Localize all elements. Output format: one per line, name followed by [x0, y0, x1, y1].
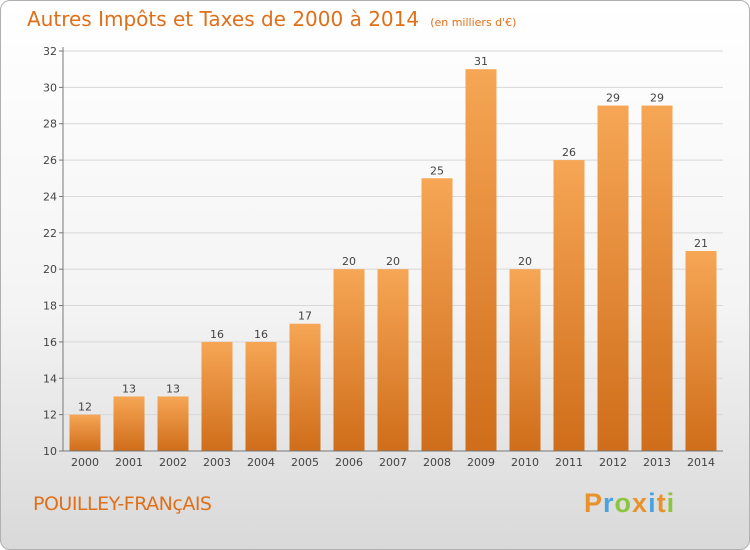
axes: 10 12 14 16 18 20 22 24 26 28 30 32 2000 2001 2002 2003…: [43, 45, 723, 469]
y-tick-label: 16: [43, 336, 57, 349]
chart-title: Autres Impôts et Taxes de 2000 à 2014 (e…: [27, 7, 516, 31]
x-tick-label: 2003: [203, 456, 231, 469]
x-tick-label: 2011: [555, 456, 583, 469]
bar-value-label: 12: [78, 401, 92, 414]
y-tick-label: 12: [43, 409, 57, 422]
bar: [69, 414, 101, 451]
x-tick-label: 2009: [467, 456, 495, 469]
bar: [157, 396, 189, 451]
bar-value-label: 16: [210, 328, 224, 341]
bar: [377, 269, 409, 451]
y-tick-label: 28: [43, 118, 57, 131]
x-tick-label: 2000: [71, 456, 99, 469]
bar-value-label: 20: [342, 255, 356, 268]
bar-value-label: 29: [606, 92, 620, 105]
y-tick-label: 22: [43, 227, 57, 240]
y-tick-label: 10: [43, 445, 57, 458]
bar-value-label: 20: [386, 255, 400, 268]
bar-value-label: 25: [430, 164, 444, 177]
y-tick-label: 24: [43, 190, 57, 203]
proxiti-logo: Proxiti: [584, 488, 675, 519]
x-tick-label: 2010: [511, 456, 539, 469]
y-tick-label: 30: [43, 81, 57, 94]
bar-value-label: 16: [254, 328, 268, 341]
bar-value-label: 21: [694, 237, 708, 250]
x-tick-label: 2012: [599, 456, 627, 469]
chart-title-main: Autres Impôts et Taxes de 2000 à 2014: [27, 7, 420, 31]
bar: [245, 341, 277, 451]
commune-name: POUILLEY-FRANçAIS: [33, 493, 212, 515]
x-tick-label: 2001: [115, 456, 143, 469]
x-tick-label: 2008: [423, 456, 451, 469]
bar: [509, 269, 541, 451]
x-tick-label: 2007: [379, 456, 407, 469]
x-tick-label: 2002: [159, 456, 187, 469]
bar-value-label: 31: [474, 55, 488, 68]
bar: [553, 160, 585, 451]
y-tick-label: 20: [43, 263, 57, 276]
bar: [465, 69, 497, 451]
bar-value-label: 13: [122, 382, 136, 395]
bars: 12 13 13 16 16 17 20 20 25 31 20 26 29 29 21: [69, 55, 717, 452]
bar: [289, 323, 321, 451]
bar: [421, 178, 453, 452]
y-tick-label: 14: [43, 372, 57, 385]
bar-value-label: 17: [298, 310, 312, 323]
logo-letter: i: [648, 488, 657, 518]
bar: [641, 105, 673, 451]
x-tick-label: 2014: [687, 456, 715, 469]
y-tick-label: 26: [43, 154, 57, 167]
x-tick-label: 2006: [335, 456, 363, 469]
logo-letter: r: [603, 488, 615, 518]
bar-value-label: 29: [650, 92, 664, 105]
y-tick-label: 32: [43, 45, 57, 58]
logo-letter: o: [614, 488, 633, 518]
bar-value-label: 13: [166, 382, 180, 395]
logo-letter: x: [632, 488, 649, 518]
bar: [113, 396, 145, 451]
bar: [333, 269, 365, 451]
y-tick-label: 18: [43, 300, 57, 313]
logo-letter: i: [666, 488, 676, 518]
bar-value-label: 20: [518, 255, 532, 268]
bar-value-label: 26: [562, 146, 576, 159]
bar: [201, 341, 233, 451]
x-tick-label: 2013: [643, 456, 671, 469]
bar: [597, 105, 629, 451]
logo-letter: t: [656, 488, 667, 518]
x-tick-label: 2004: [247, 456, 275, 469]
x-tick-label: 2005: [291, 456, 319, 469]
bar: [685, 251, 717, 451]
chart-title-unit: (en milliers d'€): [430, 16, 517, 29]
logo-letter: P: [584, 488, 604, 518]
